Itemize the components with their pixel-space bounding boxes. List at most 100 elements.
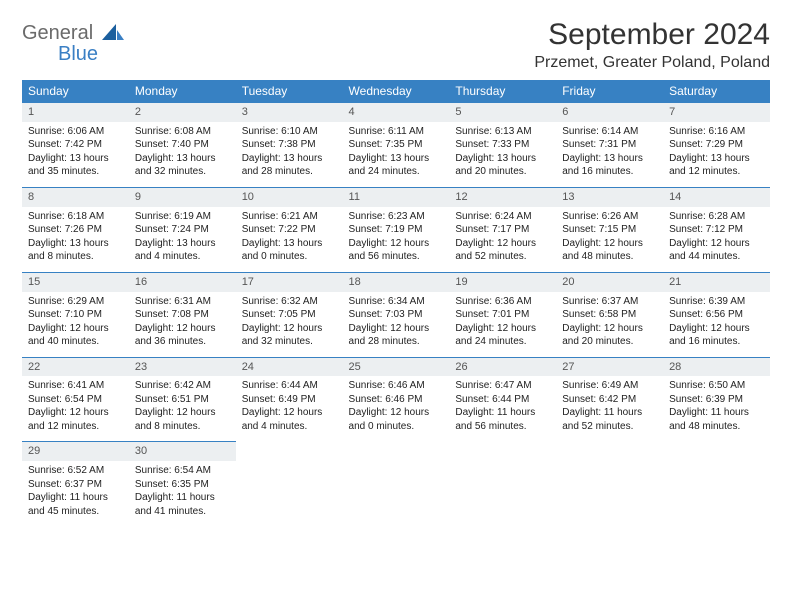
day-cell: 11Sunrise: 6:23 AMSunset: 7:19 PMDayligh… (343, 187, 450, 272)
calendar-cell: 1Sunrise: 6:06 AMSunset: 7:42 PMDaylight… (22, 102, 129, 187)
sunrise-line: Sunrise: 6:28 AM (669, 210, 764, 224)
daylight-line: Daylight: 13 hours and 28 minutes. (242, 152, 337, 179)
logo-text-blue: Blue (58, 45, 124, 64)
sunrise-line: Sunrise: 6:36 AM (455, 295, 550, 309)
day-cell: 3Sunrise: 6:10 AMSunset: 7:38 PMDaylight… (236, 102, 343, 187)
sunset-line: Sunset: 7:26 PM (28, 223, 123, 237)
calendar-cell: 5Sunrise: 6:13 AMSunset: 7:33 PMDaylight… (449, 102, 556, 187)
sunrise-line: Sunrise: 6:26 AM (562, 210, 657, 224)
sunrise-line: Sunrise: 6:32 AM (242, 295, 337, 309)
day-number: 23 (129, 358, 236, 377)
day-cell: 27Sunrise: 6:49 AMSunset: 6:42 PMDayligh… (556, 357, 663, 442)
day-cell: 10Sunrise: 6:21 AMSunset: 7:22 PMDayligh… (236, 187, 343, 272)
day-number: 29 (22, 442, 129, 461)
sunrise-line: Sunrise: 6:13 AM (455, 125, 550, 139)
logo: General Blue (22, 24, 124, 64)
day-cell: 18Sunrise: 6:34 AMSunset: 7:03 PMDayligh… (343, 272, 450, 357)
day-body: Sunrise: 6:19 AMSunset: 7:24 PMDaylight:… (129, 207, 236, 272)
sunset-line: Sunset: 7:15 PM (562, 223, 657, 237)
daylight-line: Daylight: 13 hours and 0 minutes. (242, 237, 337, 264)
calendar-cell: 18Sunrise: 6:34 AMSunset: 7:03 PMDayligh… (343, 272, 450, 357)
daylight-line: Daylight: 12 hours and 0 minutes. (349, 406, 444, 433)
sunrise-line: Sunrise: 6:18 AM (28, 210, 123, 224)
sunset-line: Sunset: 7:40 PM (135, 138, 230, 152)
day-number: 7 (663, 103, 770, 122)
day-number: 16 (129, 273, 236, 292)
calendar-cell: 12Sunrise: 6:24 AMSunset: 7:17 PMDayligh… (449, 187, 556, 272)
day-cell: 1Sunrise: 6:06 AMSunset: 7:42 PMDaylight… (22, 102, 129, 187)
day-body: Sunrise: 6:26 AMSunset: 7:15 PMDaylight:… (556, 207, 663, 272)
daylight-line: Daylight: 12 hours and 12 minutes. (28, 406, 123, 433)
sunset-line: Sunset: 6:58 PM (562, 308, 657, 322)
day-body: Sunrise: 6:36 AMSunset: 7:01 PMDaylight:… (449, 292, 556, 357)
calendar-cell: 27Sunrise: 6:49 AMSunset: 6:42 PMDayligh… (556, 357, 663, 442)
weekday-header: Thursday (449, 80, 556, 102)
calendar-cell: 2Sunrise: 6:08 AMSunset: 7:40 PMDaylight… (129, 102, 236, 187)
sunrise-line: Sunrise: 6:23 AM (349, 210, 444, 224)
calendar-cell: 4Sunrise: 6:11 AMSunset: 7:35 PMDaylight… (343, 102, 450, 187)
calendar-cell: 28Sunrise: 6:50 AMSunset: 6:39 PMDayligh… (663, 357, 770, 442)
calendar-cell: 3Sunrise: 6:10 AMSunset: 7:38 PMDaylight… (236, 102, 343, 187)
sunset-line: Sunset: 7:08 PM (135, 308, 230, 322)
day-body: Sunrise: 6:21 AMSunset: 7:22 PMDaylight:… (236, 207, 343, 272)
calendar-row: 1Sunrise: 6:06 AMSunset: 7:42 PMDaylight… (22, 102, 770, 187)
sunrise-line: Sunrise: 6:21 AM (242, 210, 337, 224)
calendar-cell: 30Sunrise: 6:54 AMSunset: 6:35 PMDayligh… (129, 441, 236, 526)
day-cell: 21Sunrise: 6:39 AMSunset: 6:56 PMDayligh… (663, 272, 770, 357)
day-cell: 20Sunrise: 6:37 AMSunset: 6:58 PMDayligh… (556, 272, 663, 357)
sunset-line: Sunset: 7:33 PM (455, 138, 550, 152)
sunrise-line: Sunrise: 6:14 AM (562, 125, 657, 139)
day-cell: 13Sunrise: 6:26 AMSunset: 7:15 PMDayligh… (556, 187, 663, 272)
calendar-row: 29Sunrise: 6:52 AMSunset: 6:37 PMDayligh… (22, 441, 770, 526)
sunrise-line: Sunrise: 6:41 AM (28, 379, 123, 393)
sunrise-line: Sunrise: 6:24 AM (455, 210, 550, 224)
daylight-line: Daylight: 13 hours and 35 minutes. (28, 152, 123, 179)
calendar-cell: 15Sunrise: 6:29 AMSunset: 7:10 PMDayligh… (22, 272, 129, 357)
day-cell: 25Sunrise: 6:46 AMSunset: 6:46 PMDayligh… (343, 357, 450, 442)
day-cell: 19Sunrise: 6:36 AMSunset: 7:01 PMDayligh… (449, 272, 556, 357)
day-body: Sunrise: 6:54 AMSunset: 6:35 PMDaylight:… (129, 461, 236, 526)
sunrise-line: Sunrise: 6:29 AM (28, 295, 123, 309)
calendar-cell: 8Sunrise: 6:18 AMSunset: 7:26 PMDaylight… (22, 187, 129, 272)
sunset-line: Sunset: 6:37 PM (28, 478, 123, 492)
day-body: Sunrise: 6:11 AMSunset: 7:35 PMDaylight:… (343, 122, 450, 187)
header: General Blue September 2024 Przemet, Gre… (22, 18, 770, 72)
daylight-line: Daylight: 11 hours and 45 minutes. (28, 491, 123, 518)
day-number: 8 (22, 188, 129, 207)
daylight-line: Daylight: 12 hours and 52 minutes. (455, 237, 550, 264)
sunset-line: Sunset: 6:54 PM (28, 393, 123, 407)
calendar-cell: 26Sunrise: 6:47 AMSunset: 6:44 PMDayligh… (449, 357, 556, 442)
daylight-line: Daylight: 12 hours and 36 minutes. (135, 322, 230, 349)
day-number: 9 (129, 188, 236, 207)
day-cell: 6Sunrise: 6:14 AMSunset: 7:31 PMDaylight… (556, 102, 663, 187)
day-number: 28 (663, 358, 770, 377)
calendar-cell: 6Sunrise: 6:14 AMSunset: 7:31 PMDaylight… (556, 102, 663, 187)
calendar-cell: 11Sunrise: 6:23 AMSunset: 7:19 PMDayligh… (343, 187, 450, 272)
logo-text-general: General (22, 22, 93, 44)
day-body: Sunrise: 6:08 AMSunset: 7:40 PMDaylight:… (129, 122, 236, 187)
calendar-cell: 25Sunrise: 6:46 AMSunset: 6:46 PMDayligh… (343, 357, 450, 442)
calendar-cell: 29Sunrise: 6:52 AMSunset: 6:37 PMDayligh… (22, 441, 129, 526)
day-body: Sunrise: 6:41 AMSunset: 6:54 PMDaylight:… (22, 376, 129, 441)
sunrise-line: Sunrise: 6:11 AM (349, 125, 444, 139)
sunrise-line: Sunrise: 6:19 AM (135, 210, 230, 224)
weekday-header-row: SundayMondayTuesdayWednesdayThursdayFrid… (22, 80, 770, 102)
sunset-line: Sunset: 7:10 PM (28, 308, 123, 322)
daylight-line: Daylight: 13 hours and 32 minutes. (135, 152, 230, 179)
weekday-header: Sunday (22, 80, 129, 102)
day-body: Sunrise: 6:32 AMSunset: 7:05 PMDaylight:… (236, 292, 343, 357)
sunrise-line: Sunrise: 6:37 AM (562, 295, 657, 309)
day-number: 27 (556, 358, 663, 377)
daylight-line: Daylight: 11 hours and 52 minutes. (562, 406, 657, 433)
day-body: Sunrise: 6:47 AMSunset: 6:44 PMDaylight:… (449, 376, 556, 441)
day-number: 22 (22, 358, 129, 377)
day-number: 21 (663, 273, 770, 292)
daylight-line: Daylight: 13 hours and 24 minutes. (349, 152, 444, 179)
weekday-header: Tuesday (236, 80, 343, 102)
day-number: 30 (129, 442, 236, 461)
day-body: Sunrise: 6:18 AMSunset: 7:26 PMDaylight:… (22, 207, 129, 272)
day-body: Sunrise: 6:24 AMSunset: 7:17 PMDaylight:… (449, 207, 556, 272)
calendar-row: 22Sunrise: 6:41 AMSunset: 6:54 PMDayligh… (22, 357, 770, 442)
day-body: Sunrise: 6:39 AMSunset: 6:56 PMDaylight:… (663, 292, 770, 357)
day-body: Sunrise: 6:14 AMSunset: 7:31 PMDaylight:… (556, 122, 663, 187)
